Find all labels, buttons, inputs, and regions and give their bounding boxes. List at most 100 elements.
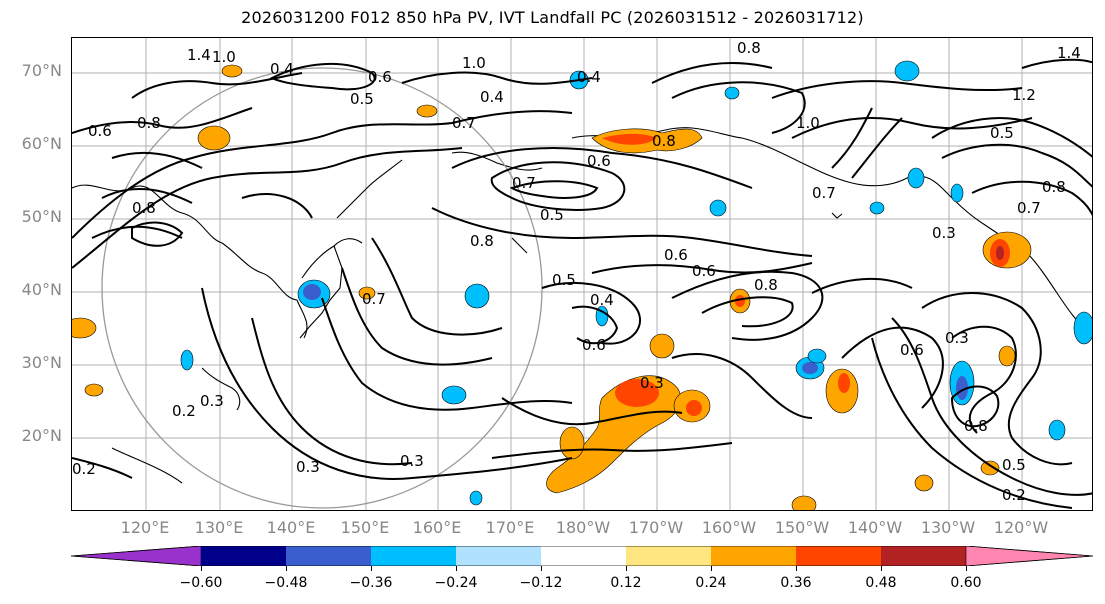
colorbar-segment (711, 546, 796, 566)
contour-label: 0.3 (640, 374, 664, 392)
contour-label: 0.4 (270, 60, 294, 78)
lat-label-70n: 70°N (21, 61, 62, 80)
lon-label-120e: 120°E (120, 518, 170, 537)
colorbar-label: 0.60 (950, 575, 982, 591)
contour-label: 1.0 (796, 114, 820, 132)
contour-label: 0.8 (652, 132, 676, 150)
colorbar-label: 0.12 (610, 575, 642, 591)
colorbar-tick (711, 566, 712, 571)
contour-label: 1.4 (187, 46, 211, 64)
contour-label: 0.3 (200, 392, 224, 410)
contour-label: 0.6 (664, 246, 688, 264)
contour-label: 0.5 (540, 206, 564, 224)
colorbar-tick (201, 566, 202, 571)
lat-label-30n: 30°N (21, 353, 62, 372)
contour-label: 0.8 (137, 114, 161, 132)
colorbar-segment (796, 546, 881, 566)
contour-label: 1.4 (1057, 44, 1081, 62)
colorbar-segment (456, 546, 541, 566)
contour-label: 0.6 (368, 68, 392, 86)
colorbar-segment (626, 546, 711, 566)
contour-label: 0.6 (900, 341, 924, 359)
colorbar-label: −0.60 (179, 575, 223, 591)
colorbar-label: −0.24 (434, 575, 478, 591)
colorbar-tick (626, 566, 627, 571)
contour-label: 0.3 (400, 452, 424, 470)
contour-label: 0.8 (754, 276, 778, 294)
colorbar-tick (541, 566, 542, 571)
map-plot-area: 1.4 1.0 0.4 0.6 0.5 0.4 0.8 1.0 0.6 0.8 … (71, 37, 1093, 511)
contour-label: 0.4 (590, 291, 614, 309)
lat-label-60n: 60°N (21, 134, 62, 153)
contour-label: 0.5 (552, 271, 576, 289)
colorbar-tick (371, 566, 372, 571)
colorbar-label: −0.12 (519, 575, 563, 591)
contour-label: 0.5 (350, 90, 374, 108)
colorbar-extend-min (71, 546, 202, 566)
colorbar-tick (796, 566, 797, 571)
coastlines (72, 127, 1092, 484)
lon-label-130w: 130°W (920, 518, 976, 537)
contour-label: 0.3 (945, 329, 969, 347)
colorbar-segment (286, 546, 371, 566)
colorbar-segment (201, 546, 286, 566)
colorbar-segment (541, 546, 626, 566)
colorbar (71, 546, 1093, 566)
colorbar-segment (371, 546, 456, 566)
colorbar-tick (966, 566, 967, 571)
contour-label: 0.5 (1002, 456, 1026, 474)
lon-label-140w: 140°W (847, 518, 903, 537)
contour-label: 0.8 (1042, 178, 1066, 196)
contour-label: 0.8 (964, 417, 988, 435)
map-canvas: 1.4 1.0 0.4 0.6 0.5 0.4 0.8 1.0 0.6 0.8 … (72, 38, 1092, 510)
positive-shading (72, 64, 1032, 510)
contour-label: 0.7 (362, 290, 386, 308)
lon-label-120w: 120°W (993, 518, 1049, 537)
contour-label: 0.6 (88, 122, 112, 140)
lon-label-150w: 150°W (774, 518, 830, 537)
lon-label-170w: 170°W (628, 518, 684, 537)
colorbar-label: −0.36 (349, 575, 393, 591)
contour-label: 0.7 (452, 114, 476, 132)
lat-label-40n: 40°N (21, 280, 62, 299)
contour-label: 0.2 (72, 460, 96, 478)
contour-label: 0.8 (470, 232, 494, 250)
contour-label: 0.4 (577, 68, 601, 86)
contour-label: 0.6 (587, 152, 611, 170)
contour-label: 1.2 (1012, 86, 1036, 104)
colorbar-tick (456, 566, 457, 571)
contour-label: 0.7 (812, 184, 836, 202)
lon-label-140e: 140°E (266, 518, 316, 537)
contour-label: 1.0 (462, 54, 486, 72)
contour-label: 1.0 (212, 48, 236, 66)
contour-label: 0.8 (132, 199, 156, 217)
colorbar-label: 0.24 (695, 575, 727, 591)
contour-label: 0.4 (480, 88, 504, 106)
lon-label-180w: 180°W (555, 518, 611, 537)
contour-label: 0.3 (296, 458, 320, 476)
contour-label: 0.2 (1002, 486, 1026, 504)
map-title: 2026031200 F012 850 hPa PV, IVT Landfall… (241, 8, 864, 27)
contour-label: 0.7 (1017, 199, 1041, 217)
colorbar-label: −0.48 (264, 575, 308, 591)
lon-label-130e: 130°E (194, 518, 244, 537)
lon-label-160e: 160°E (412, 518, 462, 537)
contour-label: 0.7 (512, 174, 536, 192)
contour-label: 0.5 (990, 124, 1014, 142)
contour-label: 0.6 (692, 262, 716, 280)
lon-label-150e: 150°E (340, 518, 390, 537)
contour-label: 0.6 (582, 336, 606, 354)
lon-label-160w: 160°W (701, 518, 757, 537)
colorbar-extend-max (965, 546, 1093, 566)
contour-label: 0.8 (737, 39, 761, 57)
colorbar-tick (286, 566, 287, 571)
colorbar-label: 0.48 (865, 575, 897, 591)
colorbar-label: 0.36 (780, 575, 812, 591)
colorbar-tick (881, 566, 882, 571)
contour-labels: 1.4 1.0 0.4 0.6 0.5 0.4 0.8 1.0 0.6 0.8 … (72, 39, 1081, 504)
contour-label: 0.2 (172, 402, 196, 420)
lon-label-170e: 170°E (485, 518, 535, 537)
lat-label-20n: 20°N (21, 426, 62, 445)
pv-contours (72, 58, 1092, 509)
lat-label-50n: 50°N (21, 207, 62, 226)
